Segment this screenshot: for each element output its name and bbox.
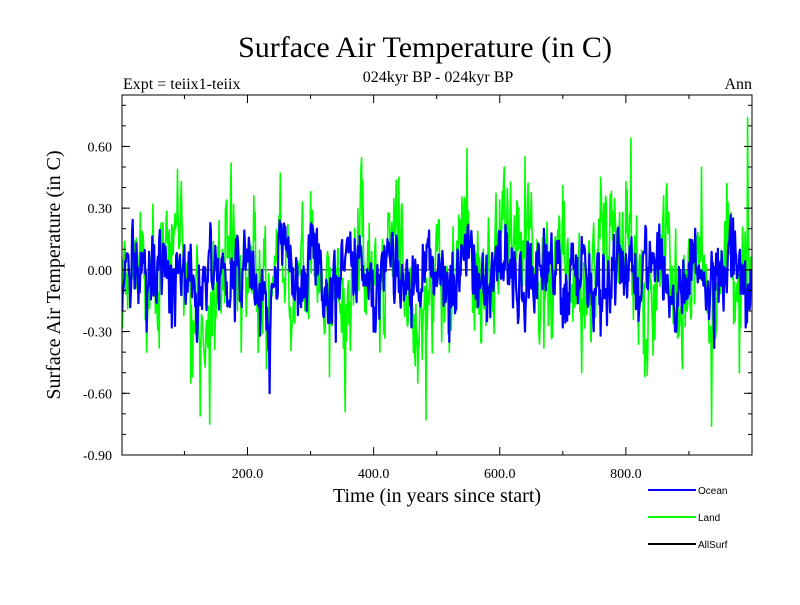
series-line-land (122, 116, 752, 427)
x-axis-label: Time (in years since start) (333, 485, 541, 507)
y-tick-label: 0.00 (88, 264, 113, 279)
legend-label-allsurf: AllSurf (698, 540, 728, 551)
y-axis: -0.90 -0.60 -0.30 0.00 0.30 0.60 (83, 104, 752, 464)
x-axis: 200.0 400.0 600.0 800.0 (183, 95, 690, 482)
y-tick-label: -0.90 (83, 449, 112, 464)
chart-subtitle: 024kyr BP - 024kyr BP (363, 69, 514, 86)
legend-label-ocean: Ocean (698, 486, 727, 497)
x-tick-label: 800.0 (610, 467, 642, 482)
y-tick-label: -0.60 (83, 387, 112, 402)
y-tick-label: 0.30 (88, 202, 113, 217)
chart-title: Surface Air Temperature (in C) (238, 31, 612, 64)
x-tick-label: 200.0 (232, 467, 264, 482)
season-label: Ann (724, 76, 752, 93)
y-tick-label: -0.30 (83, 326, 112, 341)
x-tick-label: 400.0 (358, 467, 390, 482)
experiment-label: Expt = teiix1-teiix (123, 76, 240, 93)
y-axis-label: Surface Air Temperature (in C) (43, 150, 65, 399)
legend-label-land: Land (698, 513, 720, 524)
legend: Ocean Land AllSurf (648, 486, 728, 551)
series-line-ocean (122, 213, 752, 395)
x-tick-label: 600.0 (484, 467, 516, 482)
y-tick-label: 0.60 (88, 140, 113, 155)
